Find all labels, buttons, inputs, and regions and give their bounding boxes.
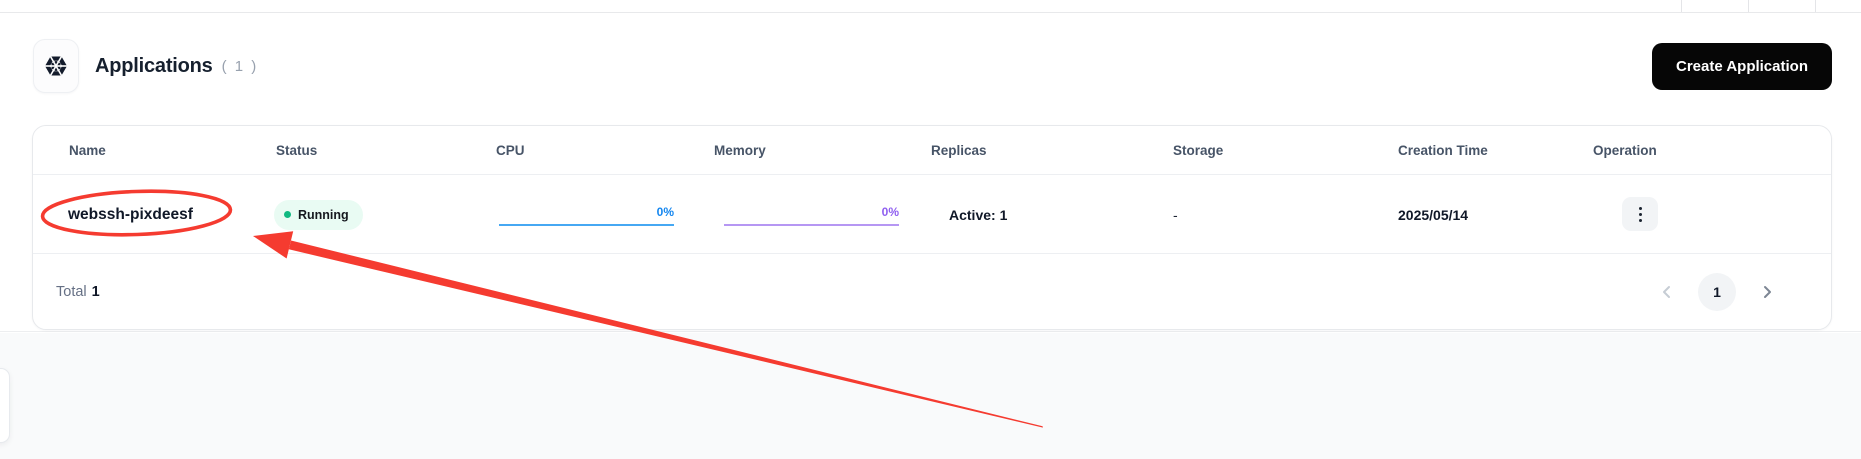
pagination: 1: [1655, 272, 1779, 311]
status-cell: Running: [274, 175, 363, 254]
hexagon-logo-icon: [45, 56, 67, 76]
table-footer: Total 1 1: [33, 254, 1831, 329]
name-cell[interactable]: webssh-pixdeesf: [68, 175, 193, 254]
table-row[interactable]: webssh-pixdeesf Running 0% 0%: [33, 175, 1831, 254]
memory-usage-meter: 0%: [724, 203, 899, 226]
applications-logo-box: [33, 39, 79, 93]
page-number-button[interactable]: 1: [1698, 272, 1736, 311]
column-header-cpu: CPU: [496, 143, 525, 158]
content-panel: Applications ( 1 ) Create Application Na…: [0, 14, 1861, 332]
top-strip-divider: [1748, 0, 1749, 12]
column-header-operation: Operation: [1593, 143, 1657, 158]
creation-time-value: 2025/05/14: [1398, 206, 1469, 223]
memory-cell: 0%: [724, 175, 899, 254]
applications-count: ( 1 ): [221, 57, 259, 75]
storage-value: -: [1173, 206, 1178, 223]
memory-percent: 0%: [881, 205, 899, 219]
kebab-menu-button[interactable]: [1622, 197, 1658, 231]
column-header-name: Name: [69, 143, 106, 158]
create-application-button[interactable]: Create Application: [1652, 43, 1832, 90]
creation-time-cell: 2025/05/14: [1398, 175, 1468, 254]
page-title: Applications ( 1 ): [95, 39, 258, 93]
page-background-lower: [0, 333, 1861, 459]
total-label: Total: [56, 283, 87, 300]
left-edge-floating-widget[interactable]: [0, 368, 10, 443]
applications-table: Name Status CPU Memory Replicas Storage …: [32, 125, 1832, 330]
top-strip: [0, 0, 1861, 13]
column-header-replicas: Replicas: [931, 143, 987, 158]
chevron-right-icon: [1764, 285, 1771, 298]
cpu-percent: 0%: [656, 205, 674, 219]
top-strip-divider: [1815, 0, 1816, 12]
column-header-creation-time: Creation Time: [1398, 143, 1488, 158]
status-dot-icon: [284, 211, 291, 218]
replicas-cell: Active: 1: [949, 175, 1007, 254]
column-header-status: Status: [276, 143, 318, 158]
chevron-left-icon: [1663, 285, 1670, 298]
application-name[interactable]: webssh-pixdeesf: [68, 205, 193, 223]
kebab-menu-icon: [1638, 206, 1642, 210]
next-page-button[interactable]: [1755, 280, 1779, 304]
table-header-row: Name Status CPU Memory Replicas Storage …: [33, 126, 1831, 175]
status-label: Running: [298, 207, 349, 222]
column-header-memory: Memory: [714, 143, 766, 158]
page-title-text: Applications: [95, 54, 213, 77]
storage-cell: -: [1173, 175, 1178, 254]
total-count: Total 1: [56, 284, 100, 300]
column-header-storage: Storage: [1173, 143, 1224, 158]
previous-page-button[interactable]: [1655, 280, 1679, 304]
status-badge: Running: [274, 199, 363, 230]
cpu-usage-meter: 0%: [499, 203, 674, 226]
replicas-value: Active: 1: [949, 206, 1008, 223]
top-strip-divider: [1681, 0, 1682, 12]
cpu-cell: 0%: [499, 175, 674, 254]
total-value: 1: [91, 283, 100, 300]
